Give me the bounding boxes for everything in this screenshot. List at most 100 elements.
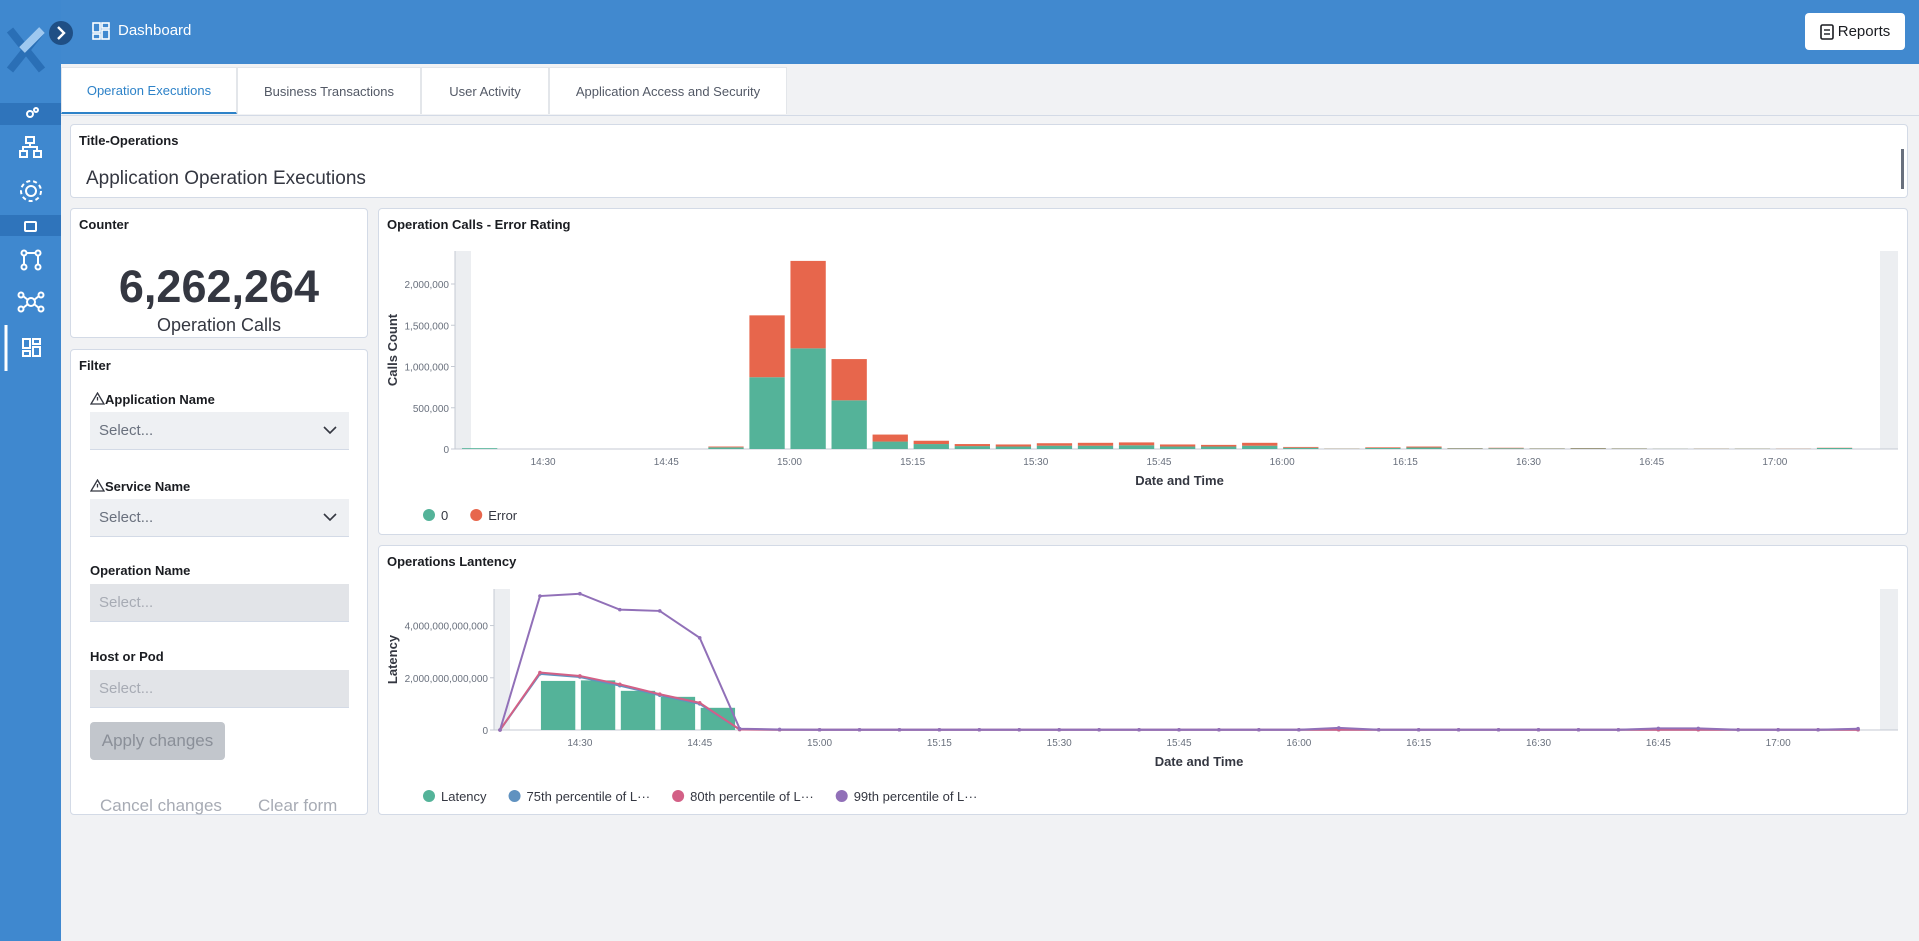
select[interactable]: Select... <box>90 499 349 537</box>
x-tick-label: 16:45 <box>1639 457 1664 468</box>
x-tick-label: 16:30 <box>1526 738 1551 749</box>
y-tick-label: 1,000,000 <box>405 363 450 374</box>
point <box>1617 728 1621 732</box>
point <box>938 728 942 732</box>
panel-heading: Filter <box>79 358 111 373</box>
point <box>618 608 622 612</box>
reports-label: Reports <box>1838 23 1891 40</box>
point <box>1537 728 1541 732</box>
x-axis-title: Date and Time <box>1155 754 1244 769</box>
legend-swatch <box>423 790 435 802</box>
panel-heading: Counter <box>79 217 129 232</box>
point <box>578 592 582 596</box>
warning-icon <box>90 392 105 405</box>
y-tick-label: 4,000,000,000,000 <box>405 622 489 633</box>
nav-icons[interactable] <box>0 103 61 383</box>
chart-panel: Operation Calls - Error Rating 0500,0001… <box>378 208 1908 535</box>
x-axis-title: Date and Time <box>1135 473 1224 488</box>
point <box>1137 728 1141 732</box>
y-tick-label: 0 <box>443 445 449 456</box>
x-tick-label: 15:15 <box>927 738 952 749</box>
legend-swatch <box>470 509 482 521</box>
field-label-text: Application Name <box>105 392 215 407</box>
legend-swatch <box>509 790 521 802</box>
warning-icon <box>90 479 105 492</box>
bar <box>1037 443 1072 445</box>
y-tick-label: 2,000,000 <box>405 280 450 291</box>
point <box>698 636 702 640</box>
tab[interactable]: User Activity <box>421 67 549 114</box>
bar <box>708 447 743 448</box>
bar <box>1119 445 1154 449</box>
x-tick-label: 16:15 <box>1406 738 1431 749</box>
point <box>1417 728 1421 732</box>
placeholder: Select... <box>99 422 153 439</box>
clear-button: Clear form <box>258 796 337 816</box>
bar <box>1201 445 1236 447</box>
point <box>498 728 502 732</box>
x-tick-label: 15:45 <box>1167 738 1192 749</box>
counter-label: Operation Calls <box>71 315 367 336</box>
plot-edge <box>1880 589 1898 730</box>
x-tick-label: 14:45 <box>654 457 679 468</box>
x-tick-label: 15:15 <box>900 457 925 468</box>
bar <box>1078 446 1113 449</box>
bar <box>1201 447 1236 449</box>
bar <box>790 261 825 348</box>
bar <box>832 400 867 449</box>
plot-edge <box>494 589 510 730</box>
legend-swatch <box>836 790 848 802</box>
chart: 0500,0001,000,0001,500,0002,000,00014:30… <box>379 209 1907 534</box>
point <box>1816 728 1820 732</box>
breadcrumb[interactable]: Dashboard <box>118 22 191 39</box>
bar <box>1817 448 1852 449</box>
tab[interactable]: Operation Executions <box>61 67 237 114</box>
point <box>698 701 702 705</box>
field-label: Host or Pod <box>90 649 164 664</box>
field-label: Service Name <box>90 479 190 494</box>
chart: 02,000,000,000,0004,000,000,000,00014:30… <box>379 546 1907 814</box>
y-axis-title: Latency <box>385 634 400 684</box>
y-tick-label: 500,000 <box>413 404 450 415</box>
bar <box>1365 448 1400 449</box>
select: Select... <box>90 584 349 622</box>
panel-text: Application Operation Executions <box>86 168 366 190</box>
select[interactable]: Select... <box>90 412 349 450</box>
legend-label: 0 <box>441 508 448 523</box>
bar <box>873 442 908 449</box>
bar <box>914 441 949 444</box>
point <box>818 728 822 732</box>
panel-heading: Title-Operations <box>79 133 178 148</box>
point <box>1577 728 1581 732</box>
bar <box>1160 444 1195 446</box>
point <box>578 674 582 678</box>
placeholder: Select... <box>99 594 153 611</box>
tab[interactable]: Application Access and Security <box>549 67 787 114</box>
tab[interactable]: Business Transactions <box>237 67 421 114</box>
reports-button[interactable]: Reports <box>1805 13 1905 50</box>
field-label: Operation Name <box>90 563 190 578</box>
placeholder: Select... <box>99 509 153 526</box>
bar <box>708 447 743 449</box>
plot-edge <box>1880 251 1898 449</box>
point <box>658 609 662 613</box>
y-tick-label: 0 <box>482 726 488 737</box>
bar <box>1078 443 1113 446</box>
bar <box>1283 448 1318 449</box>
point <box>1736 728 1740 732</box>
bar <box>832 359 867 400</box>
bar <box>1365 447 1400 448</box>
bar <box>955 446 990 449</box>
point <box>1057 728 1061 732</box>
legend-label: 75th percentile of L··· <box>527 789 651 804</box>
x-tick-label: 15:00 <box>807 738 832 749</box>
point <box>538 594 542 598</box>
bar <box>1037 446 1072 449</box>
expand-toggle[interactable] <box>48 20 74 46</box>
field-label: Application Name <box>90 392 215 407</box>
x-tick-label: 15:30 <box>1047 738 1072 749</box>
x-tick-label: 14:45 <box>687 738 712 749</box>
point <box>1457 728 1461 732</box>
cancel-button: Cancel changes <box>100 796 222 816</box>
